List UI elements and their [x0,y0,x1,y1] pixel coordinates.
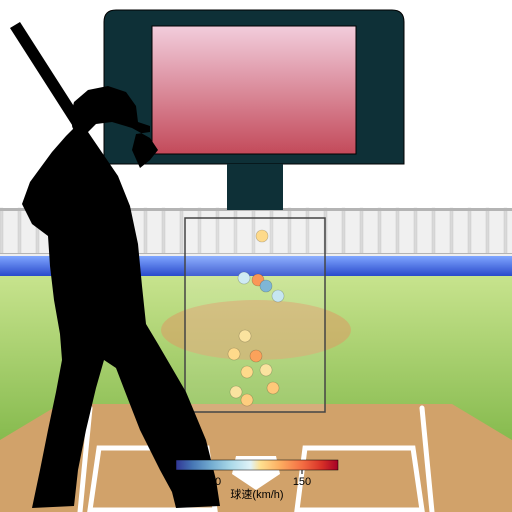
pitch-marker [241,394,253,406]
strike-zone [185,218,325,412]
pitch-marker [230,386,242,398]
colorbar-tick-label: 100 [203,476,221,488]
pitch-marker [260,364,272,376]
pitch-marker [272,290,284,302]
pitch-marker [239,330,251,342]
pitch-marker [238,272,250,284]
colorbar-tick-label: 150 [293,476,311,488]
pitch-marker [260,280,272,292]
pitch-marker [256,230,268,242]
pitch-marker [250,350,262,362]
pitch-location-chart: 100 150 球速(km/h) [0,0,512,512]
pitch-marker [228,348,240,360]
pitch-marker [267,382,279,394]
colorbar-axis-label: 球速(km/h) [230,487,283,501]
pitch-marker [241,366,253,378]
